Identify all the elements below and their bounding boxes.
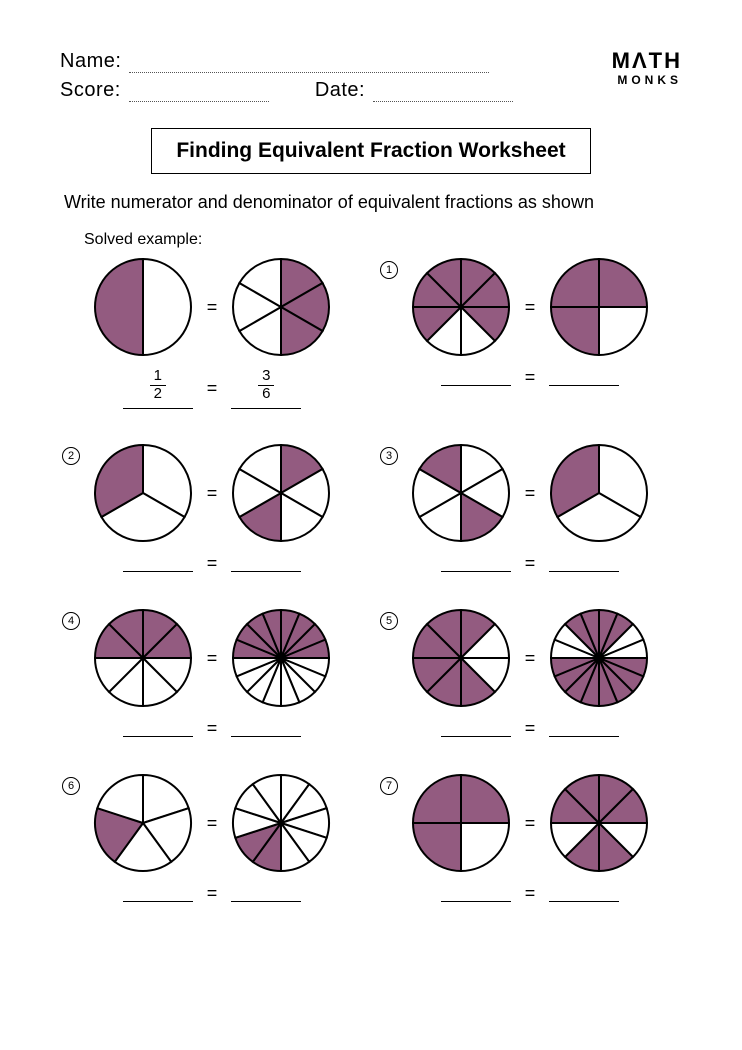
answer-blank-left[interactable]: [441, 721, 511, 737]
pie-chart: [549, 443, 649, 543]
equals-sign: =: [525, 883, 536, 904]
score-label: Score:: [60, 79, 121, 102]
equals-sign: =: [207, 883, 218, 904]
solved-example-label: Solved example:: [84, 231, 682, 249]
answer-blank-left[interactable]: [123, 886, 193, 902]
problem-grid: = 12 = 36 1 = = 2 = = 3: [60, 257, 682, 904]
equals-sign: =: [207, 718, 218, 739]
equals-sign: =: [525, 648, 536, 669]
fraction: 36: [258, 368, 274, 402]
numerator: 1: [154, 368, 162, 385]
question-number: 5: [380, 612, 398, 630]
fraction: 12: [150, 368, 166, 402]
name-label: Name:: [60, 50, 121, 73]
pie-chart: [231, 257, 331, 357]
answer-blank-right[interactable]: [549, 556, 619, 572]
date-label: Date:: [315, 79, 365, 102]
equals-sign: =: [207, 378, 218, 399]
answer-blank-left[interactable]: [441, 370, 511, 386]
equals-sign: =: [207, 648, 218, 669]
pie-chart: [231, 443, 331, 543]
header: Name: Score: Date:: [60, 50, 682, 102]
question-number: 3: [380, 447, 398, 465]
numerator: 3: [262, 368, 270, 385]
date-field-line: [373, 88, 513, 102]
answer-blank-right[interactable]: [231, 721, 301, 737]
problem: 7 = =: [386, 773, 674, 904]
equals-sign: =: [525, 553, 536, 574]
pie-chart: [93, 443, 193, 543]
problem: 4 = =: [68, 608, 356, 739]
equals-sign: =: [525, 483, 536, 504]
page-title: Finding Equivalent Fraction Worksheet: [151, 128, 590, 174]
problem: 5 = =: [386, 608, 674, 739]
denominator: 2: [150, 385, 166, 403]
answer-blank-left[interactable]: [441, 556, 511, 572]
answer-blank-right[interactable]: [549, 721, 619, 737]
question-number: 1: [380, 261, 398, 279]
pie-chart: [549, 608, 649, 708]
problem: 1 = =: [386, 257, 674, 409]
equals-sign: =: [207, 483, 218, 504]
logo: MΛTH MONKS: [612, 50, 682, 86]
answer-blank-right[interactable]: [231, 886, 301, 902]
problem: 2 = =: [68, 443, 356, 574]
equals-sign: =: [525, 718, 536, 739]
pie-chart: [231, 773, 331, 873]
equals-sign: =: [525, 813, 536, 834]
pie-chart: [549, 257, 649, 357]
answer-blank-left[interactable]: [441, 886, 511, 902]
answer-blank-right[interactable]: [549, 370, 619, 386]
answer-blank-right[interactable]: [231, 556, 301, 572]
problem: 3 = =: [386, 443, 674, 574]
pie-chart: [411, 608, 511, 708]
problem: 6 = =: [68, 773, 356, 904]
equals-sign: =: [207, 297, 218, 318]
equals-sign: =: [525, 367, 536, 388]
instructions: Write numerator and denominator of equiv…: [64, 192, 682, 213]
pie-chart: [549, 773, 649, 873]
question-number: 4: [62, 612, 80, 630]
answer-blank-right[interactable]: [549, 886, 619, 902]
pie-chart: [411, 773, 511, 873]
name-field-line: [129, 59, 489, 73]
answer-blank-left[interactable]: [123, 556, 193, 572]
answer-blank-left[interactable]: [123, 721, 193, 737]
pie-chart: [411, 257, 511, 357]
pie-chart: [93, 257, 193, 357]
equals-sign: =: [525, 297, 536, 318]
logo-top: MΛTH: [612, 50, 682, 72]
denominator: 6: [258, 385, 274, 403]
pie-chart: [93, 608, 193, 708]
pie-chart: [93, 773, 193, 873]
pie-chart: [411, 443, 511, 543]
pie-chart: [231, 608, 331, 708]
question-number: 2: [62, 447, 80, 465]
logo-bottom: MONKS: [612, 74, 682, 86]
question-number: 7: [380, 777, 398, 795]
equals-sign: =: [207, 813, 218, 834]
solved-example: = 12 = 36: [68, 257, 356, 409]
equals-sign: =: [207, 553, 218, 574]
score-field-line: [129, 88, 269, 102]
question-number: 6: [62, 777, 80, 795]
